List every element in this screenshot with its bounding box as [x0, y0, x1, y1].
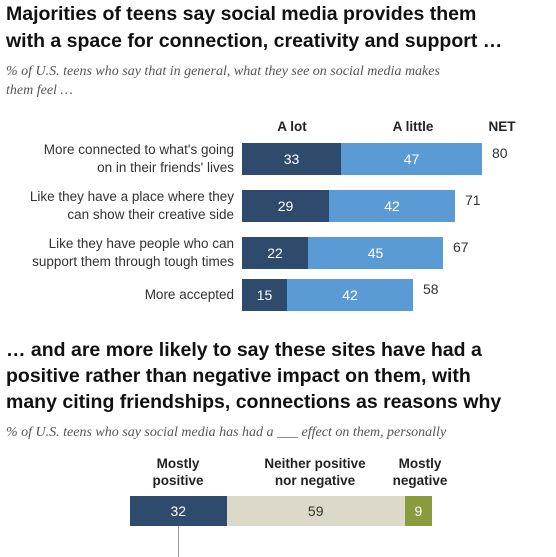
bar-row: 29 42 [242, 190, 455, 222]
bar-segment-a-lot: 22 [242, 237, 308, 269]
chart1-subtitle-line2: them feel … [6, 83, 73, 98]
bar-segment-a-little: 45 [308, 237, 443, 269]
bar-segment-a-little: 42 [287, 279, 413, 311]
column-header-neither-line1: Neither positive [264, 456, 366, 471]
bar-segment-a-lot: 15 [242, 279, 287, 311]
chart2-title-line1: … and are more likely to say these sites… [6, 339, 482, 361]
bar-segment-a-little: 42 [329, 190, 455, 222]
net-value: 71 [465, 192, 481, 208]
chart2-title-line3: many citing friendships, connections as … [6, 391, 502, 413]
net-value: 58 [423, 281, 439, 297]
bar-segment-a-little: 47 [341, 143, 482, 175]
column-header-net: NET [488, 119, 516, 134]
bar-segment-a-lot: 33 [242, 143, 341, 175]
net-value: 67 [453, 239, 469, 255]
bar-row: 33 47 [242, 143, 482, 175]
column-header-a-lot: A lot [277, 119, 307, 134]
impact-segment-neither-positive-nor-negative: 59 [226, 496, 405, 526]
chart1-title-line2: with a space for connection, creativity … [6, 30, 503, 52]
column-header-a-little: A little [392, 119, 434, 134]
column-header-neither: Neither positive nor negative [255, 455, 375, 489]
category-label: More accepted [145, 286, 234, 304]
column-header-mostly-negative: Mostly negative [385, 455, 455, 489]
positive-reference-line [178, 526, 179, 557]
chart1-subtitle-line1: % of U.S. teens who say that in general,… [6, 64, 440, 79]
column-header-mostly-negative-line2: negative [392, 473, 448, 488]
column-header-mostly-positive-line2: positive [152, 473, 204, 488]
chart2-subtitle: % of U.S. teens who say social media has… [6, 425, 447, 440]
bar-segment-a-lot: 29 [242, 190, 329, 222]
column-header-mostly-positive-line1: Mostly [156, 456, 200, 471]
category-label-line: on in their friends' lives [97, 160, 234, 175]
category-label-line: More connected to what's going [43, 142, 234, 157]
category-label-line: can show their creative side [67, 207, 234, 222]
impact-segment-mostly-positive: 32 [130, 496, 227, 526]
category-label-line: Like they have a place where they [29, 189, 234, 204]
bar-row: 15 42 [242, 279, 413, 311]
category-label: Like they have a place where they can sho… [30, 188, 234, 224]
category-label: More connected to what's going on in thei… [44, 141, 234, 177]
category-label-line: More accepted [144, 287, 234, 302]
category-label-line: Like they have people who can [48, 236, 234, 251]
impact-segment-mostly-negative: 9 [404, 496, 432, 526]
impact-bar: 32 59 9 [130, 496, 432, 526]
column-header-neither-line2: nor negative [274, 473, 356, 488]
category-label-line: support them through tough times [32, 254, 234, 269]
column-header-mostly-positive: Mostly positive [138, 455, 218, 489]
category-label: Like they have people who can support the… [32, 235, 234, 271]
column-header-mostly-negative-line1: Mostly [398, 456, 442, 471]
chart1-title-line1: Majorities of teens say social media pro… [6, 3, 477, 25]
chart2-title-line2: positive rather than negative impact on … [6, 365, 471, 387]
bar-row: 22 45 [242, 237, 443, 269]
net-value: 80 [492, 145, 508, 161]
